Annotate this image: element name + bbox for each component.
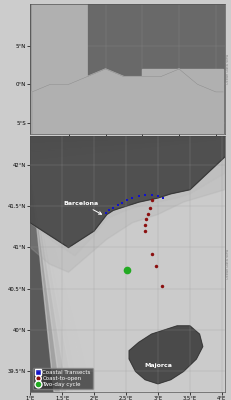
Polygon shape: [30, 138, 224, 392]
Text: Ocean Data View: Ocean Data View: [225, 54, 229, 84]
Polygon shape: [30, 136, 224, 272]
Polygon shape: [30, 136, 224, 248]
Polygon shape: [30, 137, 224, 392]
Polygon shape: [30, 139, 224, 392]
Polygon shape: [30, 136, 224, 256]
Polygon shape: [30, 140, 224, 392]
Polygon shape: [30, 139, 224, 392]
Polygon shape: [30, 138, 224, 392]
Text: Barcelona: Barcelona: [63, 200, 101, 214]
Polygon shape: [30, 136, 224, 392]
Polygon shape: [32, 0, 87, 138]
Text: Majorca: Majorca: [143, 363, 171, 368]
Polygon shape: [142, 69, 222, 138]
Polygon shape: [30, 137, 224, 392]
Legend: Coastal Transects, Coast-to-open, Two-day cycle: Coastal Transects, Coast-to-open, Two-da…: [33, 368, 93, 389]
Polygon shape: [32, 69, 222, 138]
Polygon shape: [129, 326, 202, 384]
Polygon shape: [30, 140, 224, 392]
Polygon shape: [30, 138, 224, 392]
Polygon shape: [30, 140, 224, 392]
Text: Ocean Data View: Ocean Data View: [225, 249, 229, 279]
Polygon shape: [30, 136, 224, 392]
